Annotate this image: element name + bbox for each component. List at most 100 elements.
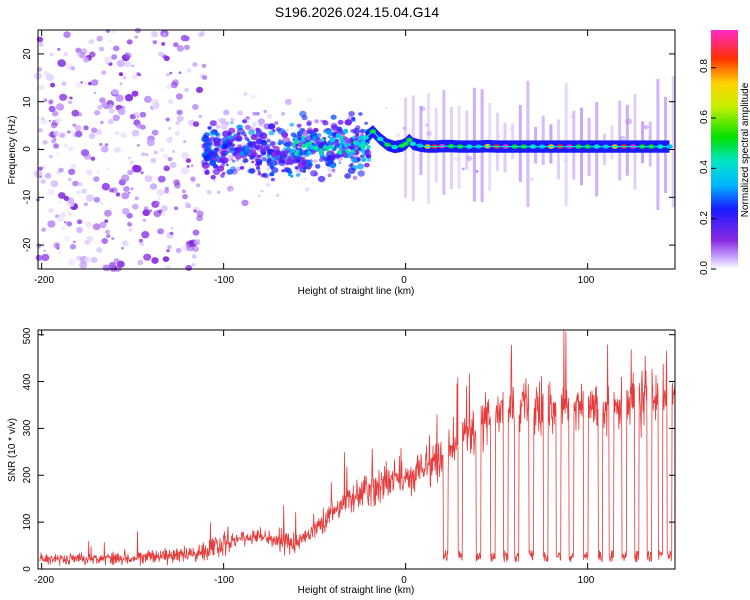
cluster-blob [335, 138, 340, 143]
noise-blob [53, 130, 60, 136]
noise-blob [198, 115, 202, 118]
cluster-blob [222, 130, 230, 138]
noise-blob [57, 250, 63, 256]
noise-blob [98, 46, 105, 52]
noise-blob [119, 82, 123, 85]
cluster-blob [315, 138, 322, 144]
noise-blob [158, 197, 161, 200]
noise-blob [146, 139, 155, 147]
snr-ytick-label: 200 [22, 466, 33, 483]
noise-blob [38, 128, 43, 133]
cluster-blob [351, 157, 358, 163]
noise-blob [143, 253, 152, 261]
cluster-blob [250, 134, 258, 141]
cluster-blob [286, 156, 293, 163]
noise-blob [123, 186, 130, 192]
cluster-blob [295, 147, 299, 151]
cluster-hotspot [351, 149, 355, 153]
noise-blob [93, 176, 100, 183]
noise-blob [156, 188, 165, 196]
noise-blob [115, 94, 124, 102]
cluster-hotspot [328, 133, 332, 137]
noise-blob [67, 258, 76, 266]
cluster-blob [250, 155, 256, 160]
spectrogram-xlabel: Height of straight line (km) [298, 286, 415, 297]
noise-blob [109, 207, 113, 211]
snr-ytick-label: 500 [22, 327, 33, 344]
noise-blob [149, 183, 158, 190]
noise-blob [169, 231, 174, 236]
noise-blob [266, 167, 270, 171]
noise-blob [176, 45, 184, 52]
cluster-hotspot [352, 136, 356, 140]
noise-blob [43, 249, 46, 252]
noise-blob [223, 109, 230, 116]
cluster-blob [260, 149, 267, 155]
cluster-blob [248, 129, 256, 136]
cluster-blob [237, 144, 242, 148]
noise-blob [166, 73, 170, 77]
noise-blob [184, 44, 190, 50]
noise-blob [145, 153, 149, 157]
noise-blob [306, 97, 313, 103]
cluster-blob [269, 172, 275, 177]
cluster-hotspot [306, 147, 309, 151]
cluster-blob [227, 131, 232, 136]
noise-blob [173, 42, 179, 48]
noise-blob [63, 143, 68, 148]
ridge-segment [387, 144, 395, 148]
cluster-blob [290, 132, 297, 138]
noise-blob [116, 59, 125, 68]
cluster-hotspot [343, 143, 348, 148]
noise-blob [124, 94, 134, 102]
noise-blob [110, 47, 114, 51]
noise-blob [48, 99, 54, 104]
noise-blob [212, 178, 217, 183]
cluster-blob [327, 155, 333, 159]
noise-blob [167, 157, 173, 162]
spectrogram-ytick-label: 10 [22, 96, 33, 108]
noise-blob [133, 112, 140, 118]
noise-blob [230, 117, 235, 122]
snr-ytick-label: 0 [22, 566, 33, 572]
cluster-blob [226, 169, 234, 175]
noise-blob [90, 256, 98, 263]
noise-blob [192, 62, 198, 67]
noise-blob [127, 221, 133, 227]
noise-blob [175, 121, 180, 126]
cluster-hotspot [366, 146, 370, 150]
spectrogram-xtick-label: -100 [214, 275, 234, 286]
noise-blob [131, 64, 135, 68]
noise-blob [76, 219, 83, 225]
noise-blob [60, 212, 66, 217]
noise-blob [304, 178, 307, 181]
cluster-blob [203, 154, 211, 162]
noise-blob [251, 94, 256, 99]
noise-blob [72, 240, 76, 244]
cluster-hotspot [324, 144, 327, 147]
cluster-blob [289, 122, 295, 127]
cluster-blob [256, 144, 261, 148]
cluster-blob [347, 167, 356, 174]
cluster-blob [347, 138, 352, 142]
noise-blob [164, 189, 170, 194]
cluster-blob [338, 161, 342, 164]
cluster-blob [344, 119, 353, 126]
noise-blob [71, 109, 80, 117]
cluster-hotspot [321, 138, 325, 142]
spectrogram-cells [33, 27, 675, 272]
noise-blob [58, 60, 67, 67]
noise-blob [48, 105, 56, 113]
cluster-blob [257, 172, 262, 176]
noise-blob [69, 96, 73, 100]
noise-blob [59, 93, 68, 101]
noise-blob [48, 133, 51, 136]
noise-blob [508, 128, 512, 131]
noise-blob [112, 45, 120, 52]
cluster-blob [209, 136, 216, 142]
noise-blob [286, 129, 289, 132]
noise-blob [185, 158, 191, 164]
noise-blob [134, 35, 138, 39]
cluster-hotspot [339, 137, 342, 140]
cluster-hotspot [328, 146, 331, 149]
